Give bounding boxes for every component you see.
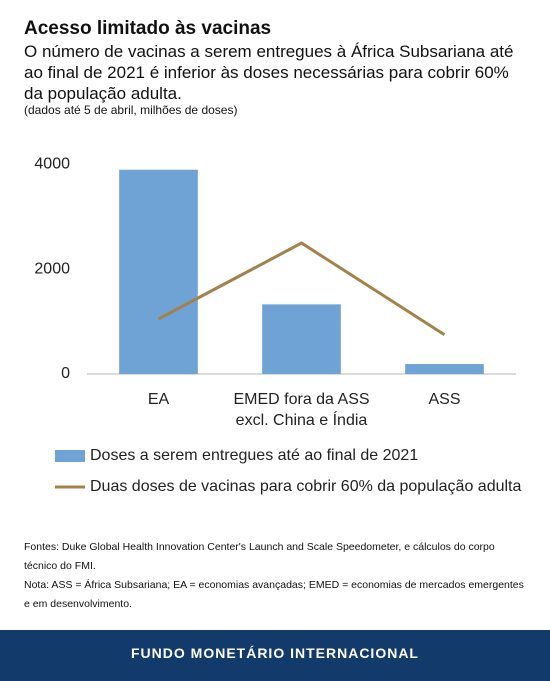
sources: Fontes: Duke Global Health Innovation Ce… [24,538,524,614]
note: (dados até 5 de abril, milhões de doses) [24,103,238,117]
x-tick-label: EA [148,391,170,408]
line [157,241,446,336]
source-line: Fontes: Duke Global Health Innovation Ce… [24,541,495,572]
footer-banner [0,630,550,681]
subtitle: O número de vacinas a serem entregues à … [24,42,514,103]
legend-label: Doses a serem entregues até ao final de … [90,447,418,464]
bar [405,364,484,374]
legend-label: Duas doses de vacinas para cobrir 60% da… [90,478,521,495]
x-tick-label: EMED fora da ASS excl. China e Índia [233,391,369,429]
bar [119,169,198,374]
title: Acesso limitado às vacinas [24,18,272,39]
chart: 0 2000 4000 EA EMED fora da ASS excl. China e… [34,156,521,496]
footer-text: FUNDO MONETÁRIO INTERNACIONAL [131,645,419,661]
legend-swatch [55,450,85,462]
bar [262,304,341,374]
source-line: Nota: ASS = África Subsariana; EA = econ… [24,579,524,610]
y-tick-label: 2000 [34,260,70,277]
y-tick-label: 0 [61,365,70,382]
y-tick-label: 4000 [34,156,70,173]
x-tick-label: ASS [428,391,460,408]
